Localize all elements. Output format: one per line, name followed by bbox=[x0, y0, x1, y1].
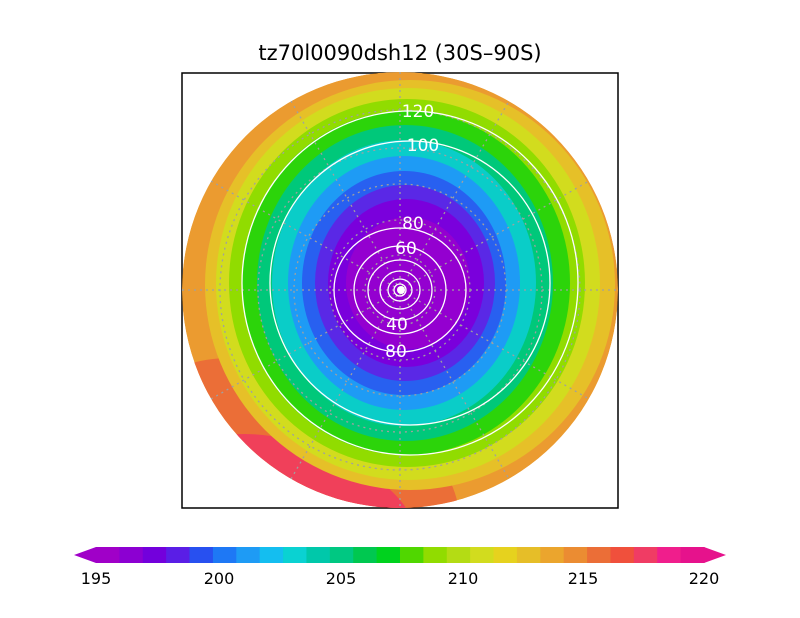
colorbar-swatch bbox=[540, 547, 565, 563]
colorbar-tick-label: 205 bbox=[326, 569, 357, 588]
colorbar-swatch bbox=[587, 547, 612, 563]
contour-120 bbox=[241, 110, 579, 456]
colorbar bbox=[74, 547, 726, 563]
colorbar-swatch bbox=[283, 547, 308, 563]
contour-80 bbox=[333, 227, 467, 353]
colorbar-tick-label: 195 bbox=[81, 569, 112, 588]
colorbar-swatch bbox=[563, 547, 588, 563]
graticule-meridian-60 bbox=[210, 180, 590, 400]
contour-label-100: 100 bbox=[407, 136, 439, 156]
contour-labels: 120 100 80 60 40 80 bbox=[385, 102, 439, 362]
contour-lines bbox=[241, 110, 579, 456]
contour-40 bbox=[367, 259, 433, 321]
contour-inner-3 bbox=[393, 283, 407, 297]
graticule bbox=[182, 72, 618, 508]
colorbar-swatch bbox=[400, 547, 424, 563]
contour-label-80-lower: 80 bbox=[385, 342, 407, 362]
colorbar-swatch bbox=[259, 547, 284, 563]
colorbar-swatch bbox=[96, 547, 120, 563]
colorbar-swatch bbox=[353, 547, 378, 563]
colorbar-swatch bbox=[329, 547, 354, 563]
field-band-core bbox=[346, 217, 470, 349]
colorbar-swatch bbox=[470, 547, 495, 563]
graticule-meridian-150 bbox=[290, 100, 510, 480]
colorbar-swatch bbox=[119, 547, 144, 563]
graticule-meridian-30 bbox=[290, 100, 510, 480]
contour-label-40: 40 bbox=[386, 315, 408, 335]
colorbar-tick-label: 210 bbox=[448, 569, 479, 588]
colorbar-tick-labels: 195 200 205 210 215 220 bbox=[81, 569, 720, 588]
colorbar-swatch bbox=[657, 547, 682, 563]
colorbar-swatch bbox=[423, 547, 448, 563]
colorbar-swatch bbox=[189, 547, 214, 563]
colorbar-swatch bbox=[680, 547, 705, 563]
pole-marker bbox=[397, 286, 405, 294]
colorbar-swatch bbox=[166, 547, 191, 563]
colorbar-swatch bbox=[142, 547, 167, 563]
colorbar-swatch bbox=[633, 547, 658, 563]
colorbar-swatch bbox=[446, 547, 471, 563]
colorbar-swatch bbox=[212, 547, 237, 563]
colorbar-swatch bbox=[306, 547, 331, 563]
colorbar-tick-label: 200 bbox=[204, 569, 235, 588]
colorbar-tick-label: 220 bbox=[689, 569, 720, 588]
colorbar-tick-label: 215 bbox=[568, 569, 599, 588]
colorbar-swatch bbox=[610, 547, 635, 563]
contour-inner-2 bbox=[387, 278, 413, 302]
contour-label-120: 120 bbox=[402, 102, 434, 122]
map-title: tz70l0090dsh12 (30S–90S) bbox=[258, 41, 541, 65]
contour-label-60: 60 bbox=[395, 239, 417, 259]
colorbar-extend-low bbox=[74, 547, 96, 563]
contour-label-80-upper: 80 bbox=[402, 214, 424, 234]
colorbar-swatch bbox=[493, 547, 518, 563]
contour-100 bbox=[269, 140, 551, 426]
colorbar-swatch bbox=[376, 547, 401, 563]
contour-60 bbox=[353, 245, 447, 335]
contour-inner-1 bbox=[379, 270, 421, 310]
colorbar-swatch bbox=[236, 547, 261, 563]
colorbar-extend-high bbox=[704, 547, 726, 563]
graticule-meridian-120 bbox=[210, 180, 590, 400]
colorbar-swatch bbox=[516, 547, 541, 563]
